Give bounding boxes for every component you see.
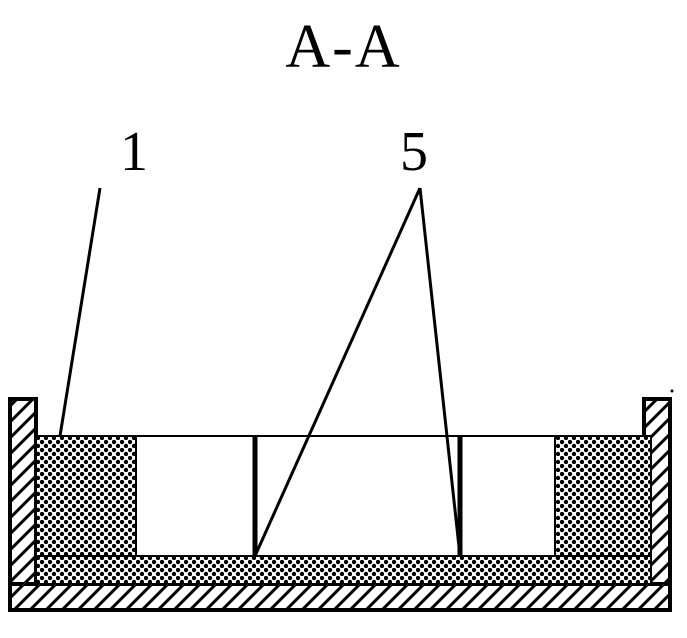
cross-section-diagram <box>0 0 687 638</box>
